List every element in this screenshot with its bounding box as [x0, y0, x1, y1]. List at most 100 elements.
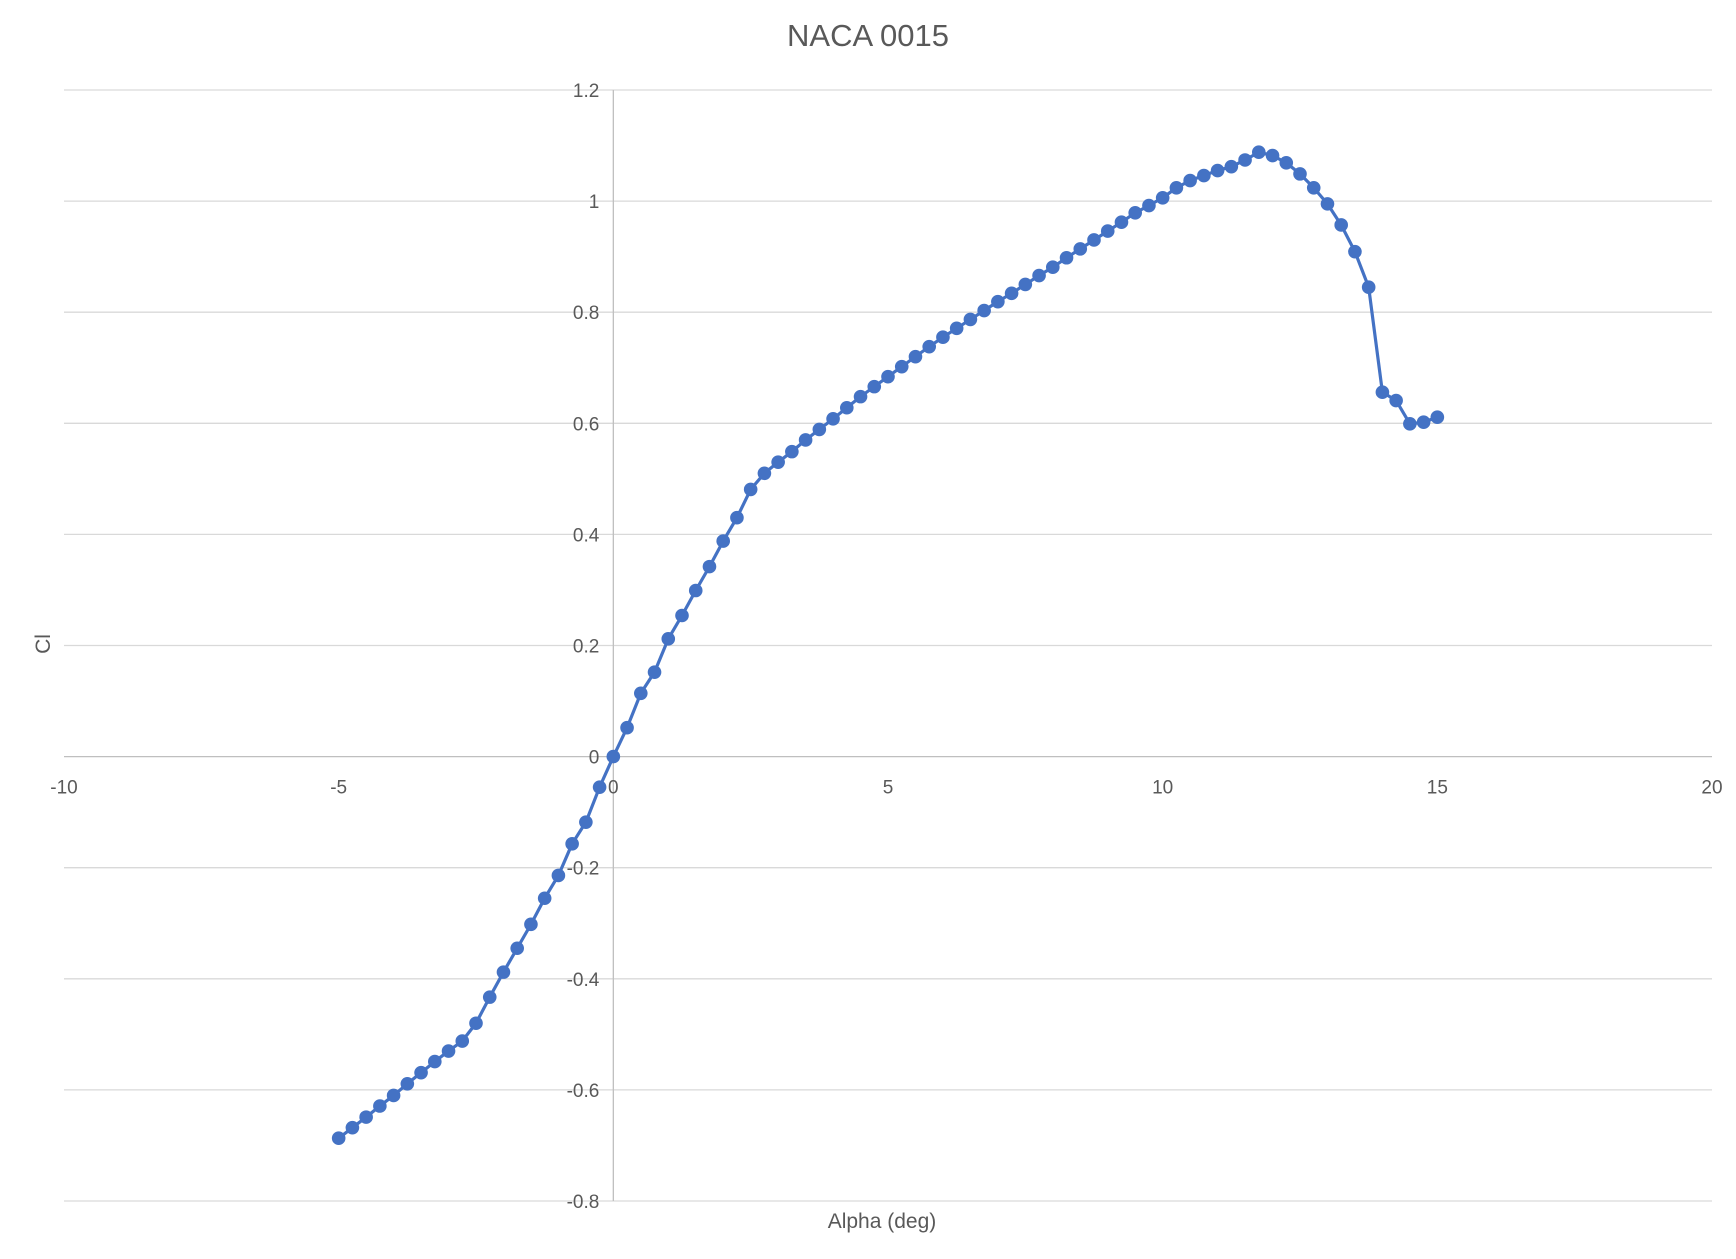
data-point — [414, 1065, 428, 1080]
data-point — [894, 359, 909, 374]
data-point — [482, 990, 497, 1004]
data-point — [1416, 415, 1431, 429]
data-point — [1059, 250, 1074, 265]
y-axis-label: Cl — [32, 634, 55, 654]
data-point — [1114, 215, 1129, 230]
y-tick-label: -0.8 — [567, 1192, 600, 1213]
data-point — [565, 837, 579, 851]
data-point — [386, 1088, 401, 1103]
x-tick-label: 20 — [1701, 778, 1722, 799]
data-point — [1128, 205, 1142, 220]
data-point — [867, 379, 882, 394]
data-point — [1238, 153, 1252, 167]
data-point — [840, 400, 854, 415]
y-tick-label: 0.6 — [573, 414, 599, 435]
data-point — [524, 917, 538, 932]
data-point — [1046, 260, 1060, 275]
data-point — [1293, 167, 1307, 181]
data-point — [579, 815, 593, 829]
data-point — [1403, 417, 1417, 431]
data-point — [1320, 197, 1335, 211]
data-point — [441, 1044, 456, 1058]
data-point — [455, 1034, 470, 1048]
data-point — [1389, 393, 1403, 408]
data-point — [510, 941, 524, 956]
y-tick-label: 1 — [589, 192, 600, 213]
data-point — [1087, 233, 1101, 247]
tick-labels: -0.8 -0.6 -0.4 -0.2 0 0.2 0.4 0.6 0.8 1 1.2 -10 -5 0 5… — [50, 81, 1722, 1213]
data-point — [922, 339, 936, 354]
data-point — [785, 444, 799, 459]
data-point — [1361, 280, 1376, 295]
x-tick-label: 15 — [1427, 778, 1448, 799]
x-tick-label: 0 — [608, 778, 619, 799]
data-point — [551, 868, 566, 883]
data-point — [592, 780, 607, 794]
data-point — [949, 321, 964, 336]
data-point — [977, 303, 991, 318]
data-point — [1197, 168, 1211, 183]
x-axis-label: Alpha (deg) — [828, 1210, 937, 1233]
y-tick-label: 1.2 — [573, 81, 599, 102]
data-point — [743, 482, 758, 497]
data-point — [936, 330, 950, 344]
data-point — [428, 1054, 442, 1069]
data-point — [991, 294, 1005, 309]
y-tick-label: 0.8 — [573, 303, 599, 324]
data-point — [1032, 268, 1046, 283]
data-point — [634, 686, 648, 701]
data-point — [1155, 190, 1170, 205]
data-point — [1265, 148, 1280, 163]
data-point — [963, 312, 978, 327]
data-point — [757, 466, 772, 481]
data-point — [1018, 277, 1033, 292]
data-point — [1142, 198, 1156, 213]
data-point — [373, 1099, 387, 1113]
x-tick-label: -10 — [50, 778, 77, 799]
data-point — [1169, 180, 1184, 195]
data-point — [853, 389, 868, 404]
y-tick-label: -0.4 — [567, 970, 600, 991]
data-point — [688, 583, 703, 598]
data-point — [620, 720, 634, 735]
data-point — [1100, 224, 1115, 238]
data-point — [1224, 159, 1239, 174]
y-tick-label: 0.4 — [573, 525, 600, 546]
data-point — [331, 1131, 346, 1146]
data-point — [1334, 218, 1348, 232]
data-point — [826, 412, 840, 426]
data-point — [881, 369, 895, 384]
gridlines — [64, 89, 1712, 1202]
data-point — [1252, 145, 1266, 160]
data-point — [537, 891, 552, 906]
y-tick-label: -0.6 — [567, 1081, 600, 1102]
data-point — [716, 534, 730, 548]
data-point — [771, 455, 785, 469]
data-point — [1430, 410, 1445, 424]
data-point — [496, 965, 511, 979]
data-point — [359, 1110, 373, 1124]
data-point — [730, 510, 744, 525]
data-point — [702, 559, 717, 574]
data-point — [1306, 180, 1321, 195]
data-point — [675, 608, 689, 623]
y-tick-label: 0 — [589, 748, 600, 769]
data-point — [606, 749, 621, 764]
x-tick-label: 5 — [883, 778, 894, 799]
y-tick-label: -0.2 — [567, 859, 600, 880]
data-point — [1279, 155, 1294, 170]
data-point — [661, 632, 676, 646]
data-point — [1073, 242, 1088, 256]
y-tick-label: 0.2 — [573, 637, 599, 658]
data-point — [798, 433, 813, 447]
data-point — [812, 422, 827, 437]
data-point — [908, 349, 923, 364]
data-point — [1210, 163, 1225, 178]
data-point — [1004, 286, 1019, 301]
data-point — [1375, 385, 1390, 399]
axes — [64, 90, 1712, 1201]
data-point — [1183, 173, 1197, 188]
data-point — [400, 1076, 415, 1091]
